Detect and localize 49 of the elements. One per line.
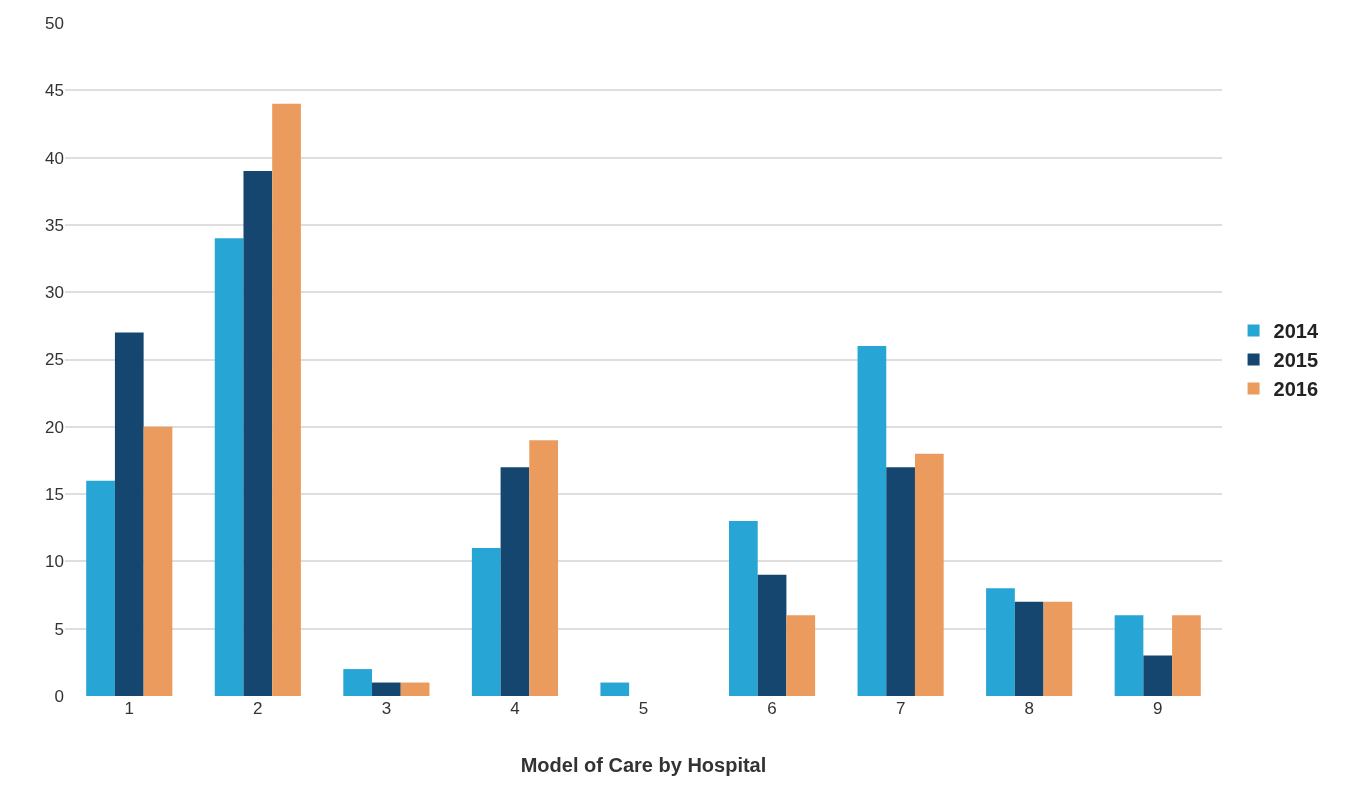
bar bbox=[272, 103, 301, 696]
bar bbox=[500, 467, 530, 696]
x-tick-label: 9 bbox=[1152, 699, 1163, 718]
y-tick-label: 0 bbox=[54, 686, 64, 706]
bar bbox=[786, 615, 816, 696]
x-tick-label: 7 bbox=[895, 699, 906, 718]
bar bbox=[471, 547, 501, 696]
legend-label: 2014 bbox=[1273, 320, 1319, 343]
bar bbox=[1172, 615, 1201, 696]
x-tick-label: 3 bbox=[381, 699, 392, 718]
bar bbox=[857, 346, 887, 696]
legend-label: 2015 bbox=[1273, 349, 1319, 372]
bar bbox=[86, 480, 115, 696]
y-tick-label: 25 bbox=[45, 350, 64, 370]
y-tick-label: 5 bbox=[54, 619, 64, 639]
bar bbox=[143, 426, 173, 696]
y-tick-label: 10 bbox=[45, 552, 64, 572]
x-tick-label: 5 bbox=[638, 699, 649, 718]
bar bbox=[886, 467, 915, 696]
bar bbox=[986, 588, 1015, 696]
x-tick-label: 6 bbox=[767, 699, 777, 718]
bar bbox=[1143, 655, 1173, 696]
bar bbox=[600, 682, 630, 696]
y-tick-label: 35 bbox=[45, 215, 64, 235]
y-tick-label: 40 bbox=[45, 148, 64, 168]
x-tick-label: 1 bbox=[124, 699, 135, 718]
y-tick-label: 45 bbox=[45, 81, 64, 101]
y-tick-label: 20 bbox=[45, 417, 64, 437]
y-tick-label: 50 bbox=[45, 13, 64, 33]
bar bbox=[1043, 601, 1073, 696]
bar bbox=[114, 332, 144, 696]
legend-label: 2016 bbox=[1273, 378, 1319, 401]
bar bbox=[728, 521, 758, 696]
bar bbox=[1014, 601, 1044, 696]
bar bbox=[343, 669, 373, 696]
bar bbox=[243, 171, 273, 696]
y-tick-label: 30 bbox=[45, 283, 64, 303]
x-tick-label: 2 bbox=[253, 699, 263, 718]
bar bbox=[400, 682, 430, 696]
x-axis-title: Model of Care by Hospital bbox=[520, 753, 767, 776]
x-tick-label: 4 bbox=[510, 699, 520, 718]
bar bbox=[914, 453, 944, 696]
bar bbox=[757, 574, 787, 696]
y-tick-label: 15 bbox=[45, 485, 64, 505]
bar bbox=[529, 440, 559, 696]
bar bbox=[214, 238, 244, 696]
bar bbox=[372, 682, 401, 696]
x-tick-label: 8 bbox=[1024, 699, 1034, 718]
bar bbox=[1114, 615, 1144, 696]
